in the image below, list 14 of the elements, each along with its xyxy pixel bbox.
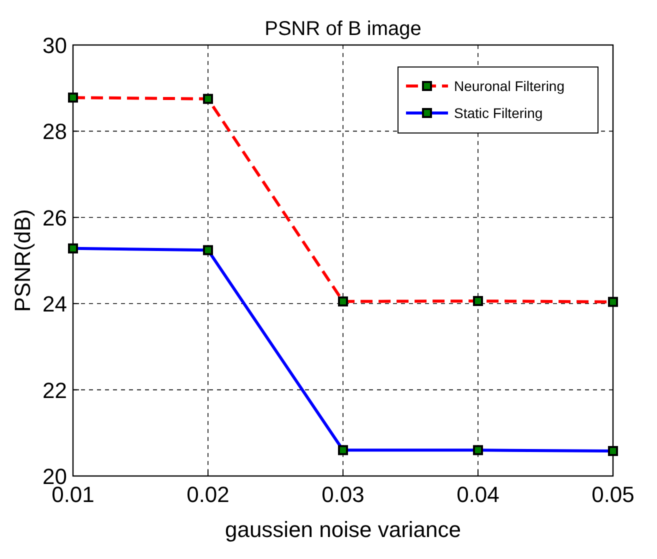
y-tick-label: 28 [42, 119, 67, 144]
x-axis-title: gaussien noise variance [224, 517, 462, 542]
x-tick-label: 0.04 [456, 482, 500, 507]
x-tick-label: 0.03 [322, 482, 364, 507]
x-tick-label: 0.02 [186, 482, 230, 507]
legend-label: Static Filtering [454, 105, 543, 121]
y-tick-label: 30 [42, 33, 67, 58]
y-tick-label: 24 [42, 292, 67, 317]
y-axis-title: PSNR(dB) [10, 209, 35, 312]
y-tick-label: 26 [42, 205, 67, 230]
chart-title: PSNR of B image [264, 18, 422, 40]
x-tick-label: 0.05 [592, 482, 634, 507]
legend-label: Neuronal Filtering [454, 78, 564, 94]
y-tick-label: 22 [42, 378, 67, 403]
